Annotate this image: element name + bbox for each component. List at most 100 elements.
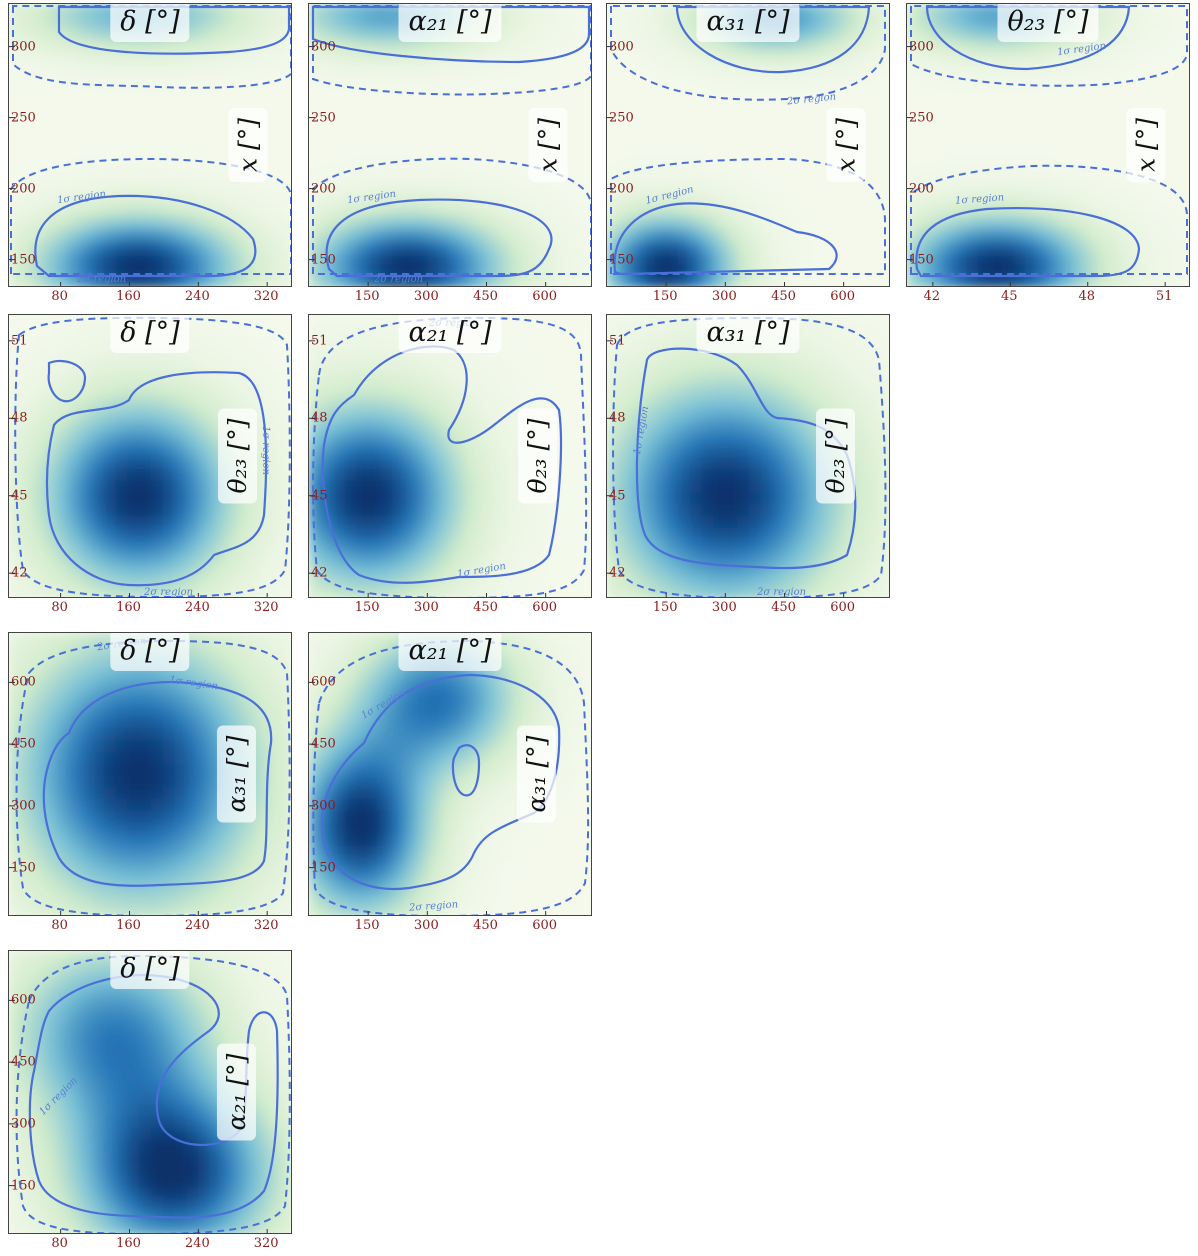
one-sigma-contour [451, 744, 481, 797]
x-tick-label: 48 [1078, 289, 1095, 304]
x-tick-label: 450 [771, 600, 796, 615]
x-tick-label: 320 [253, 600, 279, 615]
region-label: 2σ region [757, 587, 807, 598]
region-label: 1σ region [260, 425, 272, 476]
panel-alpha31-alpha21: 1σ region 2σ region 150 300 450 600 α₂₁ [°] α₃₁… [308, 632, 592, 916]
x-axis-label: α₃₁ [°] [696, 315, 800, 353]
y-axis-label: θ₂₃ [°] [815, 408, 855, 504]
y-tick-label: 300 [909, 39, 934, 55]
panel-x-alpha21: 1σ region 2σ region 150 200 250 300 α₂₁ [°] x [… [308, 3, 592, 287]
y-tick-label: 45 [11, 488, 28, 504]
x-tick-label: 150 [354, 918, 380, 933]
heatmap-alpha21-delta [9, 951, 291, 1233]
y-axis-label: α₃₁ [°] [217, 725, 257, 823]
x-tick-label: 80 [51, 600, 68, 615]
heatmap-x-alpha21 [309, 4, 591, 286]
one-sigma-contour [925, 5, 1131, 71]
density-grid [907, 4, 1189, 286]
x-tick-label: 42 [923, 289, 941, 304]
x-tick-label: 600 [830, 289, 856, 304]
x-tick-label: 600 [532, 289, 558, 304]
y-tick-label: 450 [11, 1054, 36, 1070]
y-tick-label: 250 [609, 110, 634, 126]
x-tick-label: 160 [116, 600, 141, 615]
x-axis-label: δ [°] [110, 315, 190, 353]
x-tick-label: 450 [473, 289, 498, 304]
x-tick-label: 450 [771, 289, 796, 304]
y-tick-label: 42 [311, 565, 328, 581]
x-tick-label: 300 [413, 289, 439, 304]
x-tick-label: 240 [184, 600, 210, 615]
x-axis-label: δ [°] [110, 633, 190, 671]
x-axis-label: θ₂₃ [°] [997, 4, 1099, 42]
x-axis-label: α₂₁ [°] [398, 315, 502, 353]
y-tick-label: 150 [311, 860, 336, 876]
x-tick-label: 300 [413, 600, 439, 615]
region-label: 2σ region [144, 587, 194, 598]
y-tick-label: 300 [609, 39, 634, 55]
x-axis-label: δ [°] [110, 951, 190, 989]
x-tick-label: 150 [354, 289, 380, 304]
x-tick-label: 150 [354, 600, 380, 615]
heatmap-alpha31-alpha21 [309, 633, 591, 915]
y-tick-label: 200 [311, 181, 336, 197]
y-tick-label: 300 [311, 798, 336, 814]
heatmap-x-theta23 [907, 4, 1189, 286]
x-tick-label: 450 [473, 600, 498, 615]
two-sigma-contour [312, 157, 591, 275]
y-tick-label: 250 [11, 110, 36, 126]
one-sigma-contour [321, 345, 563, 584]
two-sigma-contour [610, 5, 886, 101]
two-sigma-contour [12, 5, 291, 89]
one-sigma-contour [28, 974, 279, 1219]
density-grid [9, 633, 291, 915]
y-tick-label: 150 [11, 1178, 36, 1194]
two-sigma-contour [910, 164, 1188, 275]
one-sigma-contour [635, 347, 857, 570]
one-sigma-contour [320, 673, 561, 890]
y-axis-label: x [°] [228, 107, 268, 183]
x-tick-label: 320 [253, 918, 279, 933]
y-tick-label: 150 [909, 252, 934, 268]
panel-theta23-delta: 1σ region 2σ region 42 45 48 51 δ [°] θ₂₃ [°] [8, 314, 292, 598]
heatmap-theta23-delta [9, 315, 291, 597]
y-tick-label: 250 [311, 110, 336, 126]
y-tick-label: 150 [311, 252, 336, 268]
density-grid [309, 633, 591, 915]
one-sigma-contour [42, 681, 273, 887]
x-tick-label: 300 [413, 918, 439, 933]
two-sigma-contour [10, 157, 291, 275]
x-axis-label: δ [°] [110, 4, 190, 42]
x-tick-label: 450 [473, 918, 498, 933]
y-tick-label: 48 [609, 410, 626, 426]
x-tick-label: 150 [652, 600, 678, 615]
one-sigma-contour [45, 371, 268, 587]
x-tick-label: 240 [184, 918, 210, 933]
x-tick-label: 160 [116, 289, 141, 304]
y-tick-label: 450 [11, 736, 36, 752]
y-tick-label: 51 [609, 333, 626, 349]
one-sigma-contour [57, 5, 291, 55]
y-tick-label: 300 [11, 39, 36, 55]
x-tick-label: 600 [830, 600, 856, 615]
y-tick-label: 300 [11, 1116, 36, 1132]
one-sigma-contour [325, 198, 553, 278]
y-tick-label: 42 [609, 565, 626, 581]
x-tick-label: 300 [711, 289, 737, 304]
x-tick-label: 600 [532, 918, 558, 933]
x-tick-label: 160 [116, 918, 141, 933]
y-tick-label: 200 [11, 181, 36, 197]
x-tick-label: 51 [1155, 289, 1173, 304]
y-tick-label: 45 [609, 488, 626, 504]
x-tick-label: 150 [652, 289, 678, 304]
one-sigma-contour [675, 5, 871, 74]
heatmap-theta23-alpha21 [309, 315, 591, 597]
y-axis-label: x [°] [528, 107, 568, 183]
x-tick-label: 80 [51, 1236, 68, 1251]
one-sigma-contour [34, 194, 257, 278]
y-tick-label: 51 [11, 333, 28, 349]
x-axis-label: α₃₁ [°] [696, 4, 800, 42]
panel-theta23-alpha31: 1σ region 2σ region 42 45 48 51 α₃₁ [°] θ₂₃ [°] [606, 314, 890, 598]
